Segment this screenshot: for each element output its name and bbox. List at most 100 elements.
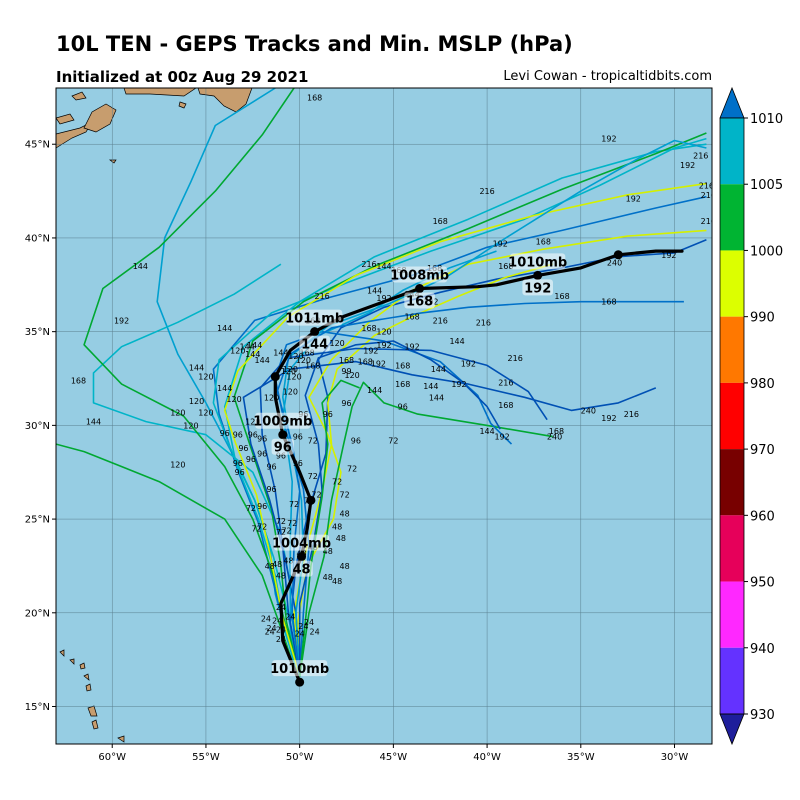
hour-label: 72 [347, 464, 357, 473]
hour-label: 72 [311, 491, 321, 500]
land-newfoundland [56, 121, 93, 149]
hour-label: 144 [247, 341, 262, 350]
init-time-label: Initialized at 00z Aug 29 2021 [56, 68, 309, 86]
hour-label: 144 [189, 363, 204, 372]
hour-label: 168 [305, 361, 320, 370]
hour-label: 192 [114, 316, 129, 325]
hour-label: 24 [272, 616, 282, 625]
hour-label: 120 [198, 373, 213, 382]
hour-label: 168 [358, 358, 373, 367]
hour-label: 120 [296, 356, 311, 365]
hour-label: 192 [493, 240, 508, 249]
mean-track-marker [270, 372, 280, 382]
hour-label: 120 [230, 346, 245, 355]
land-layer [56, 88, 253, 743]
hour-label: 192 [404, 343, 419, 352]
hour-label: 96 [341, 399, 351, 408]
colorbar-tick-label: 940 [750, 642, 775, 657]
hour-label: 24 [276, 635, 286, 644]
hour-label: 96 [246, 455, 256, 464]
hour-label: 120 [288, 352, 303, 361]
mean-hour-label: 144 [301, 338, 328, 353]
hour-label: 240 [581, 406, 596, 415]
hour-label: 216 [624, 410, 639, 419]
hour-label: 192 [601, 135, 616, 144]
hour-label: 216 [361, 260, 376, 269]
mslp-label-bg [287, 309, 343, 326]
hour-label: 144 [133, 262, 148, 271]
hour-label: 120 [283, 388, 298, 397]
hour-label: 120 [170, 408, 185, 417]
colorbar-frame [719, 117, 745, 715]
hour-label: 144 [367, 286, 382, 295]
member-track [233, 132, 707, 677]
hour-label: 96 [220, 429, 230, 438]
mean-hour-label-bg [290, 560, 313, 577]
hour-label: 216 [701, 217, 716, 226]
land-islet-a [71, 91, 87, 101]
hour-label: 120 [170, 461, 185, 470]
hour-label: 120 [344, 371, 359, 380]
hour-label: 216 [498, 378, 513, 387]
mean-hour-label: 168 [406, 295, 433, 310]
hour-label: 48 [283, 556, 293, 565]
member-track [223, 143, 707, 677]
hour-label: 144 [429, 393, 444, 402]
hour-label: 96 [293, 459, 303, 468]
hour-label: 24 [304, 618, 314, 627]
hour-label: 24 [261, 614, 271, 623]
hour-label: 168 [536, 238, 551, 247]
land-caribbean-f [117, 735, 125, 743]
colorbar-segment [720, 316, 744, 383]
hour-label: 216 [476, 318, 491, 327]
colorbar-tick-label: 970 [750, 443, 775, 458]
colorbar-segment [720, 515, 744, 582]
forecast-hour-labels: 1681441921681441441201441441441441201441… [71, 93, 716, 644]
hour-label: 72 [340, 491, 350, 500]
hour-label: 216 [699, 181, 714, 190]
hour-label: 144 [217, 384, 232, 393]
mslp-label: 1009mb [253, 415, 312, 430]
land-islet-b [178, 101, 187, 109]
hour-label: 168 [554, 292, 569, 301]
mean-track-marker [310, 327, 320, 337]
hour-label: 192 [461, 360, 476, 369]
hour-label: 192 [371, 360, 386, 369]
colorbar-bottom-arrow [719, 713, 745, 746]
lon-tick-label: 45°W [380, 752, 408, 763]
hour-label: 96 [257, 434, 267, 443]
hour-label: 24 [285, 613, 295, 622]
hour-label: 72 [308, 436, 318, 445]
hour-label: 72 [332, 478, 342, 487]
hour-label: 144 [273, 348, 288, 357]
hour-label: 24 [295, 629, 305, 638]
hour-label: 168 [361, 324, 376, 333]
colorbar-tick-label: 950 [750, 576, 775, 591]
land-caribbean-e [91, 719, 99, 730]
hour-label: 72 [276, 528, 286, 537]
colorbar-segment [720, 581, 744, 648]
hour-label: 72 [257, 523, 267, 532]
hour-label: 120 [281, 367, 296, 376]
hour-label: 96 [257, 502, 267, 511]
hour-label: 168 [404, 313, 419, 322]
mean-hour-label-bg [404, 292, 435, 309]
lon-tick-label: 60°W [98, 752, 126, 763]
hour-label: 48 [340, 509, 350, 518]
mean-hour-label: 48 [292, 563, 310, 578]
lon-tick-label: 55°W [192, 752, 220, 763]
lon-tick-label: 50°W [286, 752, 314, 763]
hour-label: 192 [376, 294, 391, 303]
hour-label: 96 [233, 431, 243, 440]
hour-label: 120 [245, 418, 260, 427]
hour-label: 168 [395, 380, 410, 389]
hour-label: 144 [245, 350, 260, 359]
mean-hour-label: 96 [274, 441, 292, 456]
hour-label: 99 [341, 367, 351, 376]
hour-label: 96 [276, 451, 286, 460]
land-labrador-greenland [123, 88, 197, 97]
hour-label: 96 [266, 485, 276, 494]
hour-label: 96 [233, 459, 243, 468]
hour-label: 192 [661, 251, 676, 260]
hour-label: 72 [388, 436, 398, 445]
